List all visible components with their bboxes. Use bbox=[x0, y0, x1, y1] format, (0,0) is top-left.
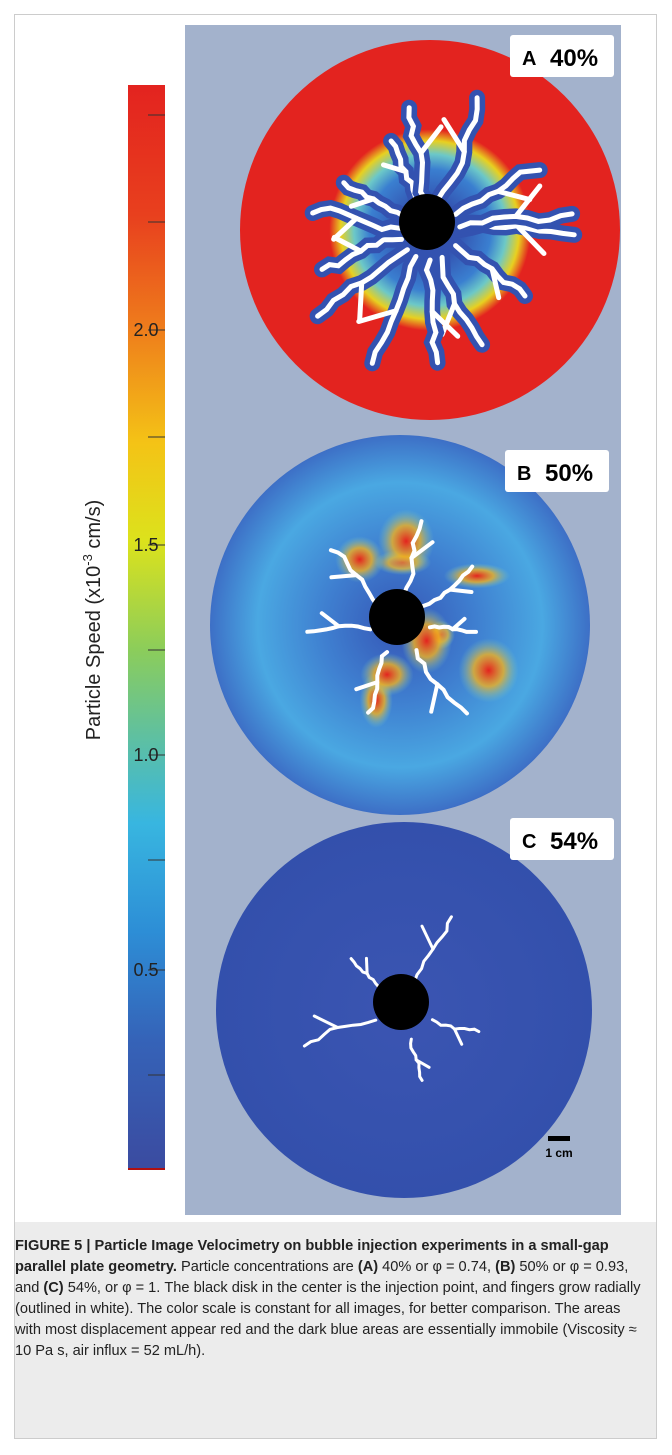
injection-point bbox=[373, 974, 429, 1030]
panel-letter: A bbox=[522, 48, 536, 70]
color-bar bbox=[128, 85, 165, 1170]
color-bar-end bbox=[128, 1168, 165, 1170]
injection-point bbox=[369, 589, 425, 645]
panel-percent: 40% bbox=[550, 45, 598, 72]
panel-percent: 50% bbox=[545, 460, 593, 487]
color-bar-label: Particle Speed (x10-3 cm/s) bbox=[80, 500, 105, 741]
panel-letter: C bbox=[522, 831, 536, 853]
caption-segment: (B) bbox=[495, 1259, 515, 1275]
color-bar-tick-label: 0.5 bbox=[133, 960, 158, 980]
panel-letter: B bbox=[517, 463, 531, 485]
figure: Particle Speed (x10-3 cm/s) 1 cm 2.0 1.5 1… bbox=[0, 0, 672, 1222]
color-bar-tick-label: 1.5 bbox=[133, 535, 158, 555]
finger-branch bbox=[366, 958, 367, 973]
page: Particle Speed (x10-3 cm/s) 1 cm 2.0 1.5 1… bbox=[0, 0, 672, 1455]
finger-branch bbox=[360, 283, 362, 321]
caption-segment: Particle concentrations are bbox=[177, 1259, 358, 1275]
injection-point bbox=[399, 194, 455, 250]
scale-bar-label: 1 cm bbox=[545, 1146, 572, 1160]
caption-segment: 40% or φ = 0.74, bbox=[378, 1259, 495, 1275]
color-bar-tick-label: 2.0 bbox=[133, 320, 158, 340]
color-bar-tick-label: 1.0 bbox=[133, 745, 158, 765]
scale-bar bbox=[548, 1136, 570, 1141]
hot-spot bbox=[378, 509, 434, 573]
finger-branch bbox=[450, 590, 471, 592]
caption: FIGURE 5 | Particle Image Velocimetry on… bbox=[15, 1236, 645, 1362]
hot-spot bbox=[361, 653, 414, 696]
caption-segment: 54%, or φ = 1. The black disk in the cen… bbox=[15, 1280, 641, 1359]
finger-branch bbox=[331, 575, 356, 577]
caption-segment: (A) bbox=[358, 1259, 378, 1275]
panel-percent: 54% bbox=[550, 828, 598, 855]
caption-segment: (C) bbox=[43, 1280, 63, 1296]
hot-spot bbox=[459, 638, 519, 702]
